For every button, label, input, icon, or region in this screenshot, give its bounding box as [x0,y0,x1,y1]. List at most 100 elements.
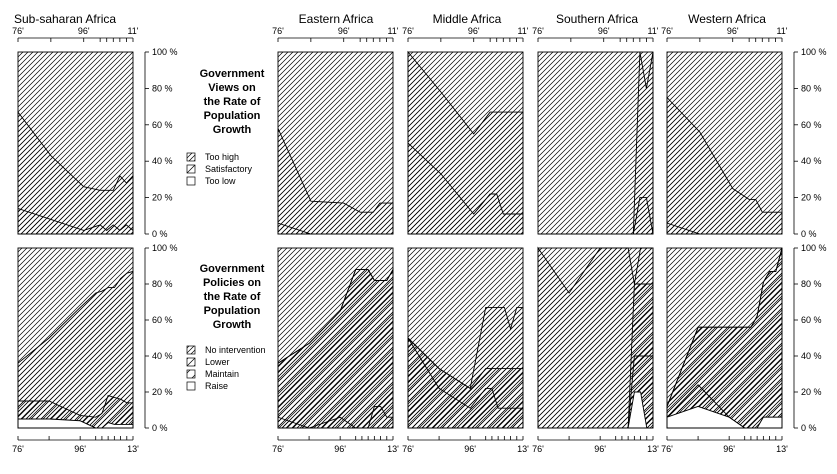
x-tick-label-sub-saharan-africa-views-2: 11' [127,26,138,36]
legend-label-satisfactory: Satisfactory [205,164,253,174]
y-tick-label-western-africa-views-1: 20 % [801,193,822,203]
x-tick-label-eastern-africa-policies-2: 13' [387,444,399,454]
x-tick-label-southern-africa-policies-2: 13' [647,444,659,454]
panel-title-southern: Southern Africa [556,12,638,26]
x-tick-label-southern-africa-views-2: 11' [647,26,658,36]
legend-swatch-raise [186,381,196,391]
panel-southern-africa-policies: 76' 96' 13' [532,246,659,454]
y-tick-label-western-africa-views-4: 80 % [801,83,822,93]
x-tick-label-eastern-africa-views-0: 76' [272,26,284,36]
x-tick-label-sub-saharan-africa-views-0: 76' [12,26,24,36]
panel-southern-africa-views: 76' 96' 11' [532,26,659,235]
x-tick-label-sub-saharan-africa-views-1: 96' [78,26,90,36]
x-tick-label-western-africa-policies-1: 96' [723,444,735,454]
legend-swatch-satisfactory [186,164,196,174]
x-tick-label-southern-africa-views-0: 76' [532,26,544,36]
y-tick-label-western-africa-policies-0: 0 % [801,423,817,433]
panel-title-eastern: Eastern Africa [299,12,374,26]
x-tick-label-middle-africa-policies-0: 76' [402,444,414,454]
legend-swatch-lower [186,357,196,367]
panel-frame-eastern-africa-policies [277,247,394,429]
y-tick-label-western-africa-views-5: 100 % [801,47,827,57]
legend-swatch-maintain [186,369,196,379]
panel-title-middle: Middle Africa [433,12,502,26]
x-tick-label-sub-saharan-africa-policies-0: 76' [12,444,24,454]
panel-middle-africa-policies: 76' 96' 13' [402,247,529,454]
y-tick-label-sub-saharan-africa-views-5: 100 % [152,47,178,57]
x-tick-label-sub-saharan-africa-policies-1: 96' [74,444,86,454]
panel-frame-middle-africa-policies [407,247,524,429]
y-tick-label-western-africa-policies-2: 40 % [801,351,822,361]
y-tick-label-sub-saharan-africa-policies-1: 20 % [152,387,173,397]
views-title-line-2: Views on [208,82,256,94]
panel-frame-middle-africa-views [407,51,524,235]
views-title-line-1: Government [200,68,265,80]
x-tick-label-middle-africa-views-2: 11' [517,26,528,36]
x-tick-label-western-africa-views-0: 76' [661,26,673,36]
policies-title-line-1: Government [200,263,265,275]
panel-frame-sub-saharan-africa-views [17,51,134,235]
y-tick-label-sub-saharan-africa-policies-0: 0 % [152,423,168,433]
legend-label-raise: Raise [205,381,228,391]
policies-title-line-4: Population [204,305,261,317]
legend-label-no-intervention: No intervention [205,345,266,355]
x-tick-label-eastern-africa-views-1: 96' [338,26,350,36]
panel-title-sub-saharan: Sub-saharan Africa [14,12,116,26]
panel-western-africa-views: 76' 96' 11' 0 % 20 % 40 % 60 % 80 % 100 % [661,26,826,239]
views-title-line-3: the Rate of [204,96,261,108]
panel-frame-eastern-africa-views [277,51,394,235]
y-tick-label-western-africa-policies-1: 20 % [801,387,822,397]
y-tick-label-western-africa-views-3: 60 % [801,120,822,130]
x-tick-label-middle-africa-policies-1: 96' [464,444,476,454]
x-tick-label-western-africa-views-2: 11' [776,26,787,36]
legend-label-lower: Lower [205,357,230,367]
x-tick-label-eastern-africa-policies-0: 76' [272,444,284,454]
x-tick-label-middle-africa-views-0: 76' [402,26,414,36]
panel-frame-western-africa-views [666,51,783,235]
y-tick-label-sub-saharan-africa-views-3: 60 % [152,120,173,130]
legend-swatch-too-low [186,176,196,186]
panels-group: 76' 96' 11' 0 % 20 % 40 % 60 % 80 % 100 % 76' 96' 1… [12,26,826,454]
x-tick-label-western-africa-views-1: 96' [727,26,739,36]
y-tick-label-sub-saharan-africa-policies-5: 100 % [152,243,178,253]
x-tick-label-middle-africa-policies-2: 13' [517,444,529,454]
x-tick-label-southern-africa-policies-1: 96' [594,444,606,454]
y-tick-label-sub-saharan-africa-policies-3: 60 % [152,315,173,325]
panel-sub-saharan-africa-policies: 76' 96' 13' 0 % 20 % 40 % 60 % 80 % 100 % [12,243,177,454]
views-title-line-5: Growth [213,124,252,136]
x-tick-label-western-africa-policies-0: 76' [661,444,673,454]
y-tick-label-sub-saharan-africa-views-4: 80 % [152,83,173,93]
x-tick-label-eastern-africa-policies-1: 96' [334,444,346,454]
views-title-line-4: Population [204,110,261,122]
x-tick-label-middle-africa-views-1: 96' [468,26,480,36]
legend-label-maintain: Maintain [205,369,239,379]
y-tick-label-sub-saharan-africa-views-2: 40 % [152,156,173,166]
x-tick-label-sub-saharan-africa-policies-2: 13' [127,444,139,454]
panel-title-western: Western Africa [688,12,766,26]
panel-frame-southern-africa-policies [537,247,654,429]
y-tick-label-sub-saharan-africa-policies-4: 80 % [152,279,173,289]
legend-swatch-no-intervention [186,345,196,355]
y-tick-label-western-africa-views-0: 0 % [801,229,817,239]
x-tick-label-western-africa-policies-2: 13' [776,444,788,454]
legend-label-too-low: Too low [205,176,236,186]
panel-bg-southern-africa-views [538,52,653,234]
panel-sub-saharan-africa-views: 76' 96' 11' 0 % 20 % 40 % 60 % 80 % 100 % [12,26,177,239]
policies-title-line-3: the Rate of [204,291,261,303]
panel-frame-southern-africa-views [537,51,654,235]
panel-frame-western-africa-policies [666,247,783,429]
y-tick-label-western-africa-policies-3: 60 % [801,315,822,325]
x-tick-label-eastern-africa-views-2: 11' [387,26,398,36]
panel-eastern-africa-views: 76' 96' 11' [272,26,399,235]
y-tick-label-western-africa-policies-4: 80 % [801,279,822,289]
x-tick-label-southern-africa-views-1: 96' [598,26,610,36]
panel-western-africa-policies: 76' 96' 13' 0 % 20 % 40 % 60 % 80 % 100 % [661,243,826,454]
legend-label-too-high: Too high [205,152,239,162]
y-tick-label-sub-saharan-africa-policies-2: 40 % [152,351,173,361]
policies-title-line-5: Growth [213,319,252,331]
panel-eastern-africa-policies: 76' 96' 13' [272,247,399,454]
x-tick-label-southern-africa-policies-0: 76' [532,444,544,454]
panel-middle-africa-views: 76' 96' 11' [402,26,529,235]
